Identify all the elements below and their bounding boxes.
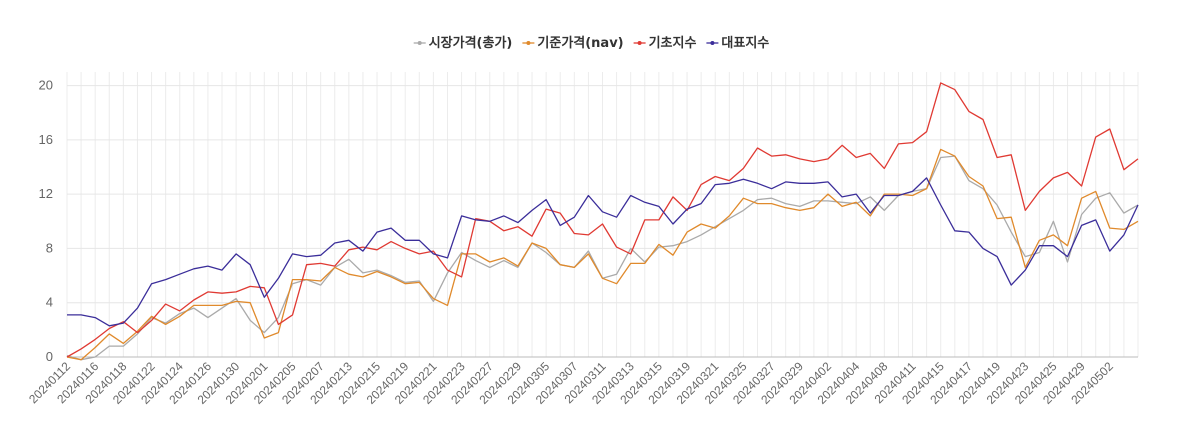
chart-legend: 시장가격(총가) 기준가격(nav) 기초지수 대표지수 [413, 35, 769, 51]
y-tick-label: 12 [39, 186, 53, 201]
y-tick-label: 8 [46, 240, 53, 255]
legend-item[interactable]: 시장가격(총가) [413, 35, 513, 51]
series-line [67, 177, 1139, 327]
legend-swatch-dot [710, 41, 715, 45]
legend-swatch-dot [417, 41, 422, 45]
series-3 [67, 177, 1139, 327]
y-tick-label: 0 [46, 349, 53, 364]
legend-swatch-dot [637, 41, 642, 45]
chart-grid [66, 72, 1139, 358]
chart-series [66, 82, 1139, 361]
y-tick-label: 16 [39, 132, 53, 147]
y-tick-label: 20 [39, 78, 53, 93]
legend-item[interactable]: 기준가격(nav) [522, 36, 624, 51]
y-axis: 0 4 8 12 16 20 [39, 78, 53, 364]
legend-swatch-dot [526, 41, 531, 45]
legend-label: 시장가격(총가) [429, 35, 513, 51]
legend-label: 기초지수 [649, 36, 697, 51]
x-axis: 2024011220240116202401182024012220240124… [26, 359, 1116, 407]
series-line [66, 82, 1139, 358]
series-2 [66, 82, 1139, 358]
legend-label: 대표지수 [721, 36, 769, 51]
legend-label: 기준가격(nav) [537, 36, 623, 51]
y-tick-label: 4 [46, 295, 53, 310]
series-line [66, 148, 1139, 361]
series-1 [66, 148, 1139, 361]
legend-item[interactable]: 대표지수 [706, 36, 769, 51]
legend-item[interactable]: 기초지수 [633, 36, 697, 51]
